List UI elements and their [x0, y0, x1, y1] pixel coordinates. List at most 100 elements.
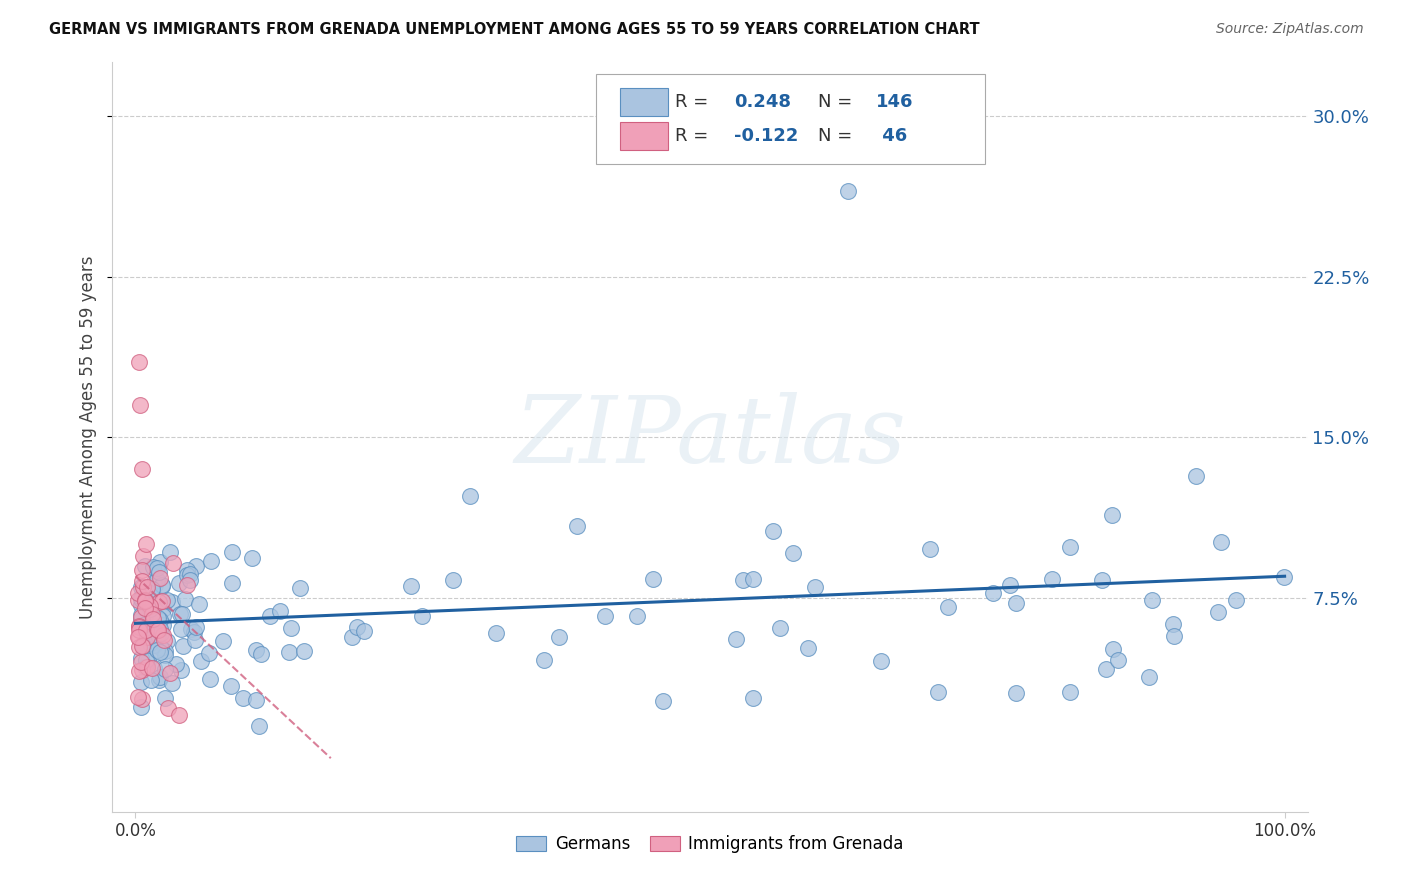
Point — [131, 592, 153, 607]
Legend: Germans, Immigrants from Grenada: Germans, Immigrants from Grenada — [509, 829, 911, 860]
Text: R =: R = — [675, 127, 714, 145]
Point — [160, 676, 183, 690]
Point — [155, 633, 177, 648]
Point — [129, 607, 152, 622]
Point — [186, 558, 208, 573]
Point — [533, 653, 555, 667]
Point — [278, 645, 301, 659]
Point — [346, 620, 368, 634]
Point — [188, 598, 211, 612]
Point — [141, 673, 163, 688]
Point — [150, 578, 173, 592]
Point — [269, 604, 291, 618]
Point — [143, 638, 166, 652]
Point — [172, 639, 194, 653]
Text: GERMAN VS IMMIGRANTS FROM GRENADA UNEMPLOYMENT AMONG AGES 55 TO 59 YEARS CORRELA: GERMAN VS IMMIGRANTS FROM GRENADA UNEMPL… — [49, 22, 980, 37]
Point — [458, 489, 481, 503]
Point — [180, 622, 202, 636]
Bar — [620, 88, 668, 116]
Point — [142, 612, 165, 626]
Point — [152, 609, 174, 624]
Point — [139, 586, 162, 600]
Point — [1059, 685, 1081, 699]
Text: Source: ZipAtlas.com: Source: ZipAtlas.com — [1216, 22, 1364, 37]
Point — [146, 560, 169, 574]
Point — [152, 601, 174, 615]
Point — [920, 541, 942, 556]
Text: 46: 46 — [876, 127, 907, 145]
Point — [132, 580, 155, 594]
Point — [134, 593, 156, 607]
Point — [143, 661, 166, 675]
Point — [134, 558, 156, 573]
Point — [146, 628, 169, 642]
Point — [1101, 508, 1123, 522]
Point — [651, 694, 673, 708]
Text: N =: N = — [818, 93, 858, 112]
Point — [131, 639, 153, 653]
Point — [1091, 573, 1114, 587]
Point — [135, 624, 157, 638]
Point — [142, 560, 165, 574]
Text: ZIPatlas: ZIPatlas — [515, 392, 905, 482]
Point — [155, 643, 177, 657]
Point — [131, 563, 153, 577]
Point — [221, 545, 243, 559]
Point — [150, 593, 173, 607]
Point — [1059, 540, 1081, 554]
Point — [127, 592, 149, 607]
Text: -0.122: -0.122 — [734, 127, 799, 145]
Point — [762, 524, 785, 538]
Point — [162, 595, 184, 609]
Point — [176, 563, 198, 577]
Point — [169, 607, 191, 621]
Point — [131, 664, 153, 678]
Point — [183, 624, 205, 639]
Point — [167, 576, 190, 591]
Point — [139, 582, 162, 597]
Point — [340, 630, 363, 644]
Point — [148, 595, 170, 609]
Point — [1184, 469, 1206, 483]
Point — [1225, 592, 1247, 607]
Y-axis label: Unemployment Among Ages 55 to 59 years: Unemployment Among Ages 55 to 59 years — [79, 255, 97, 619]
Point — [485, 626, 508, 640]
Point — [141, 582, 163, 596]
Point — [149, 670, 172, 684]
Point — [159, 545, 181, 559]
Point — [135, 537, 157, 551]
Point — [128, 664, 150, 678]
Point — [200, 554, 222, 568]
Point — [143, 578, 166, 592]
Point — [155, 691, 177, 706]
Point — [240, 551, 263, 566]
Point — [249, 719, 271, 733]
Point — [245, 693, 267, 707]
Point — [1042, 573, 1064, 587]
Text: R =: R = — [675, 93, 714, 112]
Point — [259, 608, 281, 623]
Point — [149, 622, 172, 636]
Point — [221, 575, 243, 590]
Point — [742, 572, 765, 586]
Point — [148, 623, 170, 637]
Point — [190, 654, 212, 668]
Point — [132, 549, 155, 563]
Point — [131, 574, 153, 589]
Point — [132, 618, 155, 632]
Point — [626, 608, 648, 623]
Point — [142, 575, 165, 590]
Point — [138, 605, 160, 619]
Point — [169, 623, 191, 637]
Point — [936, 600, 959, 615]
Point — [127, 586, 149, 600]
Point — [149, 571, 172, 585]
Point — [733, 573, 755, 587]
Point — [198, 672, 221, 686]
Point — [156, 593, 179, 607]
Point — [131, 610, 153, 624]
Point — [232, 691, 254, 706]
Point — [129, 591, 152, 605]
Point — [1209, 535, 1232, 549]
Point — [567, 519, 589, 533]
